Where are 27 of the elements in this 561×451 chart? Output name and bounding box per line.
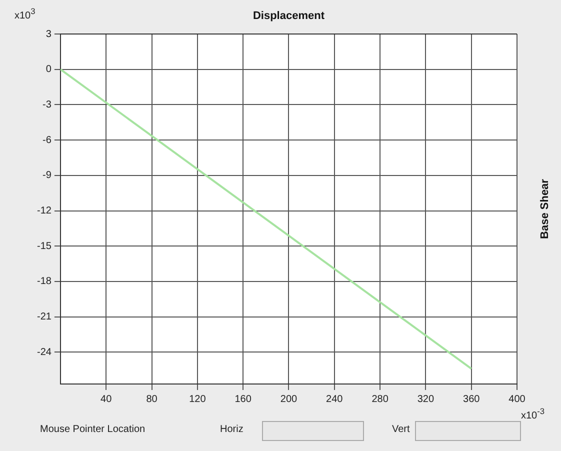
y-tick-label: -9: [42, 170, 52, 182]
y-tick-label: -12: [37, 206, 52, 217]
x-tick-label: 200: [280, 394, 298, 405]
y-tick-label: -15: [37, 240, 52, 252]
x-tick-label: 160: [234, 394, 252, 405]
x-tick-label: 280: [372, 394, 389, 405]
x-tick-label: 80: [146, 394, 158, 405]
y-tick-label: -21: [37, 312, 52, 323]
x-tick-label: 360: [463, 394, 480, 405]
text: Mouse Pointer Location: [40, 424, 146, 435]
y-tick-label: -3: [42, 99, 52, 110]
x-tick-label: 320: [417, 394, 434, 405]
chart-title: Displacement: [252, 10, 325, 22]
x-tick-label: 40: [100, 394, 112, 405]
text: x10$^{3}$: [14, 6, 36, 22]
y-tick-label: -24: [37, 346, 52, 358]
y-axis-title: Base Shear: [539, 178, 552, 239]
x-tick-label: 240: [326, 394, 344, 405]
x-tick-label: 400: [508, 394, 526, 405]
y-tick-label: 3: [46, 28, 52, 40]
text: x10$^{-3}$: [521, 406, 545, 422]
text: Horiz: [220, 424, 244, 435]
x-tick-label: 120: [189, 394, 206, 405]
y-tick-label: -6: [42, 134, 52, 146]
y-tick-label: -18: [37, 276, 52, 288]
y-tick-label: 0: [46, 64, 52, 76]
text: Vert: [392, 424, 410, 435]
